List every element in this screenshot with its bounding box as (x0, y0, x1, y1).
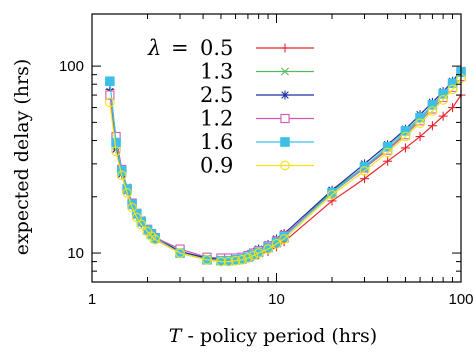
legend-swatch-marker (280, 113, 290, 124)
data-point (427, 121, 437, 131)
legend-label: 0.5 (200, 36, 233, 60)
data-point (359, 166, 370, 176)
legend: λ = 0.51.32.51.21.60.9 (147, 36, 314, 178)
legend-swatch-marker (281, 67, 289, 76)
series-layer (105, 65, 466, 267)
data-point (223, 256, 234, 267)
legend-swatch-marker (280, 160, 290, 171)
x-tick-label: 100 (448, 291, 473, 308)
data-point (105, 90, 115, 100)
legend-equals: = (171, 36, 189, 60)
data-point (400, 126, 411, 136)
data-point (438, 89, 448, 99)
data-point (438, 111, 448, 121)
data-point (230, 255, 241, 266)
legend-swatch-marker (280, 43, 290, 53)
data-point (111, 137, 121, 148)
y-axis-label: expected delay (hrs) (11, 59, 33, 256)
data-point (327, 196, 337, 206)
data-point (216, 256, 226, 267)
data-point (327, 189, 337, 200)
legend-label: 1.6 (200, 130, 233, 154)
x-tick-label: 10 (268, 291, 285, 308)
data-point (279, 234, 289, 244)
data-point (382, 147, 393, 158)
data-point (175, 248, 185, 258)
data-point (237, 254, 247, 265)
legend-label: 1.2 (200, 107, 233, 131)
data-point (202, 254, 212, 265)
data-point (111, 146, 121, 157)
data-point (132, 212, 142, 223)
data-point (127, 202, 137, 213)
data-point (415, 118, 425, 129)
legend-swatch-marker (280, 90, 290, 100)
data-point (438, 95, 448, 105)
data-point (448, 103, 458, 113)
data-point (415, 132, 425, 142)
data-point (271, 239, 282, 249)
data-point (400, 143, 410, 153)
x-axis-label: T - policy period (hrs) (169, 325, 377, 347)
data-point (279, 232, 289, 242)
data-point (383, 156, 393, 166)
data-point (447, 84, 458, 95)
axes-layer: 1 10 100 10 100 (59, 13, 474, 308)
data-point (400, 131, 411, 142)
data-point (243, 253, 253, 263)
series-line (109, 77, 462, 263)
data-point (427, 100, 438, 110)
data-point (427, 106, 438, 116)
legend-label: 0.9 (200, 154, 233, 178)
series-5 (105, 73, 466, 267)
x-tick-label: 1 (88, 291, 96, 308)
data-point (150, 234, 161, 245)
legend-label: 2.5 (200, 83, 233, 107)
data-point (327, 188, 337, 198)
data-point (253, 248, 264, 258)
data-point (105, 76, 115, 87)
legend-swatch-marker (280, 137, 290, 147)
data-point (248, 250, 259, 261)
data-point (415, 112, 425, 123)
data-point (382, 142, 393, 152)
legend-lambda: λ (147, 36, 161, 60)
data-point (263, 244, 273, 254)
y-tick-label: 10 (67, 245, 84, 262)
data-point (136, 219, 147, 230)
legend-label: 1.3 (200, 60, 233, 84)
data-point (105, 97, 115, 108)
data-point (122, 187, 132, 198)
y-tick-label: 100 (59, 58, 84, 75)
data-point (116, 170, 127, 181)
